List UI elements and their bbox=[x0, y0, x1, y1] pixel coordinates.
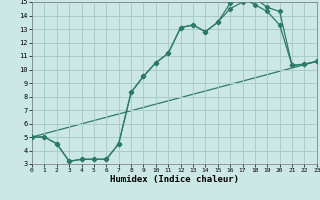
X-axis label: Humidex (Indice chaleur): Humidex (Indice chaleur) bbox=[110, 175, 239, 184]
